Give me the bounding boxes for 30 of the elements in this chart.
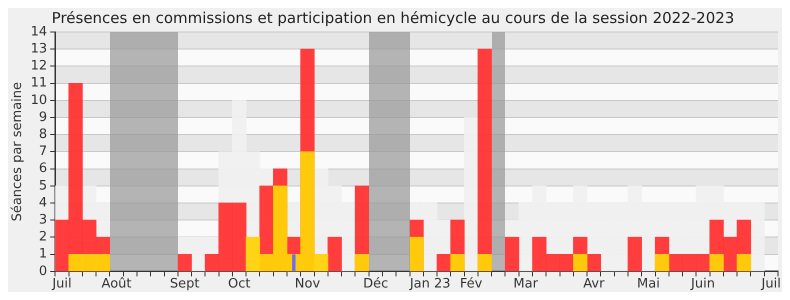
y-tick-label: 11	[30, 76, 48, 91]
y-tick-label: 0	[38, 264, 48, 279]
y-tick-label: 3	[38, 212, 48, 228]
y-tick-label: 6	[38, 161, 48, 176]
x-tick-label: Juin	[690, 276, 715, 292]
x-tick-label: Juil	[760, 276, 781, 292]
x-tick-label: Nov	[294, 276, 320, 292]
y-tick-label: 9	[38, 110, 48, 125]
y-tick-label: 5	[38, 178, 48, 194]
x-tick-label: Fév	[460, 276, 483, 292]
y-tick-label: 12	[30, 58, 48, 74]
x-tick-label: Mar	[513, 276, 539, 292]
chart-title: Présences en commissions et participation en hémicycle au cours de la session 2022-2023	[52, 8, 734, 27]
y-tick-label: 2	[38, 230, 48, 245]
y-axis-title: Séances par semaine	[10, 82, 26, 222]
x-tick-label: Août	[102, 276, 132, 292]
y-tick-label: 4	[38, 195, 48, 210]
x-tick-label: Déc	[363, 276, 388, 292]
y-tick-label: 7	[38, 144, 48, 160]
x-tick-label: Juil	[51, 276, 72, 292]
y-tick-label: 1	[38, 246, 48, 262]
x-tick-label: Jan 23	[408, 276, 451, 292]
x-tick-label: Mai	[637, 276, 660, 292]
y-tick-label: 10	[30, 92, 48, 108]
y-tick-label: 8	[38, 126, 48, 142]
x-tick-label: Oct	[228, 276, 251, 292]
y-tick-label: 14	[30, 24, 48, 40]
y-tick-label: 13	[30, 41, 48, 56]
x-tick-label: Sept	[170, 276, 200, 292]
x-tick-label: Avr	[583, 276, 606, 292]
